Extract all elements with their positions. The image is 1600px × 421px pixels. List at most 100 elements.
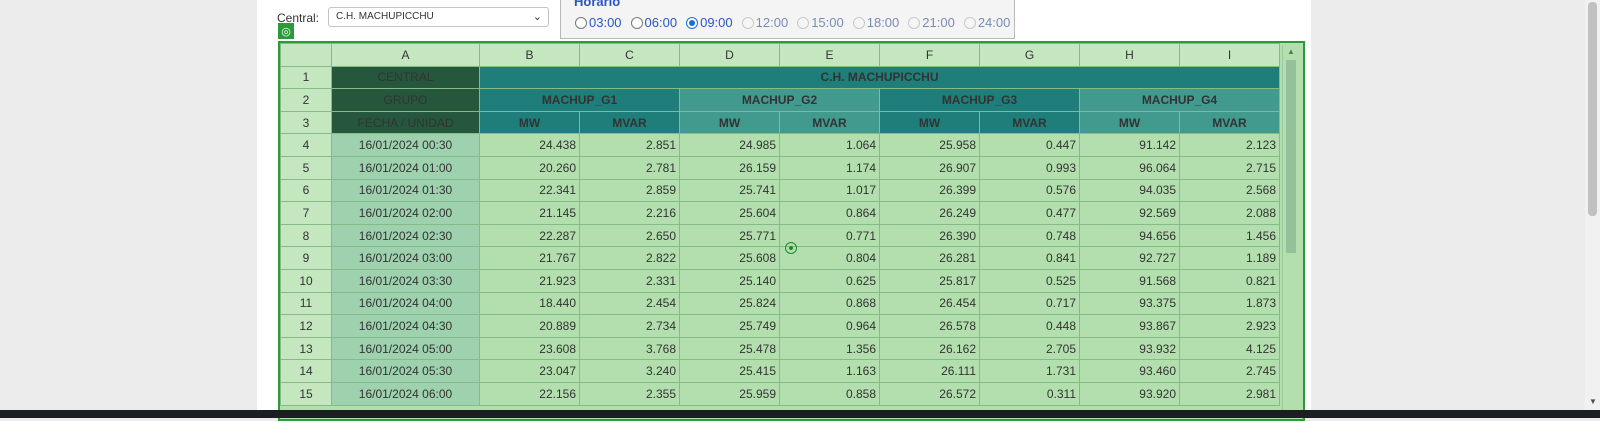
row-header[interactable]: 1 xyxy=(280,65,332,90)
row-header[interactable]: 8 xyxy=(280,223,332,248)
value-cell[interactable]: 2.851 xyxy=(579,133,680,157)
row-header[interactable]: 2 xyxy=(280,88,332,112)
grupo-header-cell[interactable]: GRUPO xyxy=(331,88,480,112)
value-cell[interactable]: 1.189 xyxy=(1179,246,1280,270)
column-header[interactable]: H xyxy=(1079,43,1180,67)
value-cell[interactable]: 4.125 xyxy=(1179,336,1280,361)
value-cell[interactable]: 25.604 xyxy=(679,201,780,225)
spreadsheet[interactable]: A B C D E F G H I 1 CENTRAL C.H. MACHUPICCHU 2 GRUPO M… xyxy=(278,41,1305,421)
unit-header-cell[interactable]: MVAR xyxy=(979,110,1080,135)
radio-icon[interactable] xyxy=(686,16,699,29)
value-cell[interactable]: 2.123 xyxy=(1179,133,1280,157)
unit-header-cell[interactable]: MW xyxy=(879,110,980,135)
group-header-cell[interactable]: MACHUP_G2 xyxy=(679,88,880,112)
value-cell[interactable]: 25.817 xyxy=(879,268,980,293)
value-cell[interactable]: 2.923 xyxy=(1179,314,1280,338)
value-cell[interactable]: 0.821 xyxy=(1179,268,1280,293)
value-cell[interactable]: 2.650 xyxy=(579,223,680,248)
group-header-cell[interactable]: MACHUP_G1 xyxy=(479,88,680,112)
value-cell[interactable]: 92.569 xyxy=(1079,201,1180,225)
value-cell[interactable]: 3.768 xyxy=(579,336,680,361)
value-cell[interactable]: 2.216 xyxy=(579,201,680,225)
value-cell[interactable]: 94.656 xyxy=(1079,223,1180,248)
value-cell[interactable]: 25.749 xyxy=(679,314,780,338)
value-cell[interactable]: 21.767 xyxy=(479,246,580,270)
unit-header-cell[interactable]: MW xyxy=(479,110,580,135)
row-header[interactable]: 11 xyxy=(280,291,332,316)
value-cell[interactable]: 26.907 xyxy=(879,155,980,180)
sheet-select-icon[interactable]: ◎ xyxy=(278,23,294,39)
value-cell[interactable]: 0.448 xyxy=(979,314,1080,338)
value-cell[interactable]: 93.375 xyxy=(1079,291,1180,316)
value-cell[interactable]: 0.841 xyxy=(979,246,1080,270)
row-header[interactable]: 3 xyxy=(280,110,332,135)
value-cell[interactable]: 25.140 xyxy=(679,268,780,293)
value-cell[interactable]: 26.572 xyxy=(879,381,980,406)
date-cell[interactable]: 16/01/2024 01:00 xyxy=(331,155,480,180)
value-cell[interactable]: 93.460 xyxy=(1079,359,1180,383)
column-header[interactable]: I xyxy=(1179,43,1280,67)
column-header[interactable]: B xyxy=(479,43,580,67)
value-cell[interactable]: 25.478 xyxy=(679,336,780,361)
unit-header-cell[interactable]: MW xyxy=(679,110,780,135)
radio-icon[interactable] xyxy=(575,16,587,29)
column-header[interactable]: C xyxy=(579,43,680,67)
value-cell[interactable]: 26.281 xyxy=(879,246,980,270)
value-cell[interactable]: 21.923 xyxy=(479,268,580,293)
value-cell[interactable]: 2.822 xyxy=(579,246,680,270)
sheet-vertical-scrollbar[interactable]: ▲ xyxy=(1282,45,1299,418)
central-header-cell[interactable]: CENTRAL xyxy=(331,65,480,90)
date-cell[interactable]: 16/01/2024 05:30 xyxy=(331,359,480,383)
value-cell[interactable]: 2.088 xyxy=(1179,201,1280,225)
value-cell[interactable]: 0.625 xyxy=(779,268,880,293)
value-cell[interactable]: 23.047 xyxy=(479,359,580,383)
value-cell[interactable]: 2.734 xyxy=(579,314,680,338)
value-cell[interactable]: 1.017 xyxy=(779,178,880,203)
value-cell[interactable]: 1.064 xyxy=(779,133,880,157)
value-cell[interactable]: 2.705 xyxy=(979,336,1080,361)
row-header[interactable]: 15 xyxy=(280,381,332,406)
value-cell[interactable]: 26.454 xyxy=(879,291,980,316)
unit-header-cell[interactable]: MVAR xyxy=(1179,110,1280,135)
value-cell[interactable]: 21.145 xyxy=(479,201,580,225)
scroll-down-icon[interactable]: ▼ xyxy=(1589,397,1597,406)
date-cell[interactable]: 16/01/2024 01:30 xyxy=(331,178,480,203)
value-cell[interactable]: 26.399 xyxy=(879,178,980,203)
value-cell[interactable]: 2.331 xyxy=(579,268,680,293)
value-cell[interactable]: 0.477 xyxy=(979,201,1080,225)
value-cell[interactable]: 1.163 xyxy=(779,359,880,383)
date-cell[interactable]: 16/01/2024 02:00 xyxy=(331,201,480,225)
hour-option-0600[interactable]: 06:00 xyxy=(630,15,677,30)
date-cell[interactable]: 16/01/2024 02:30 xyxy=(331,223,480,248)
value-cell[interactable]: 0.525 xyxy=(979,268,1080,293)
row-header[interactable]: 12 xyxy=(280,314,332,338)
row-header[interactable]: 13 xyxy=(280,336,332,361)
column-header[interactable]: A xyxy=(331,43,480,67)
value-cell[interactable]: 25.959 xyxy=(679,381,780,406)
value-cell[interactable]: 26.162 xyxy=(879,336,980,361)
value-cell[interactable]: 2.859 xyxy=(579,178,680,203)
value-cell[interactable]: 93.920 xyxy=(1079,381,1180,406)
row-header[interactable]: 4 xyxy=(280,133,332,157)
value-cell[interactable]: 0.748 xyxy=(979,223,1080,248)
value-cell[interactable]: 2.355 xyxy=(579,381,680,406)
value-cell[interactable]: 1.456 xyxy=(1179,223,1280,248)
value-cell[interactable]: 93.932 xyxy=(1079,336,1180,361)
value-cell[interactable]: 0.964 xyxy=(779,314,880,338)
value-cell[interactable]: 0.717 xyxy=(979,291,1080,316)
group-header-cell[interactable]: MACHUP_G3 xyxy=(879,88,1080,112)
unit-header-cell[interactable]: MVAR xyxy=(779,110,880,135)
value-cell[interactable]: 0.311 xyxy=(979,381,1080,406)
value-cell[interactable]: 2.715 xyxy=(1179,155,1280,180)
sheet-scroll-thumb[interactable] xyxy=(1286,60,1296,253)
value-cell[interactable]: 25.958 xyxy=(879,133,980,157)
fecha-header-cell[interactable]: FECHA / UNIDAD xyxy=(331,110,480,135)
column-header[interactable]: G xyxy=(979,43,1080,67)
value-cell[interactable]: 94.035 xyxy=(1079,178,1180,203)
unit-header-cell[interactable]: MW xyxy=(1079,110,1180,135)
date-cell[interactable]: 16/01/2024 00:30 xyxy=(331,133,480,157)
value-cell[interactable]: 26.111 xyxy=(879,359,980,383)
sheet-corner[interactable] xyxy=(280,43,332,67)
value-cell[interactable]: 25.608 xyxy=(679,246,780,270)
value-cell[interactable]: 2.981 xyxy=(1179,381,1280,406)
